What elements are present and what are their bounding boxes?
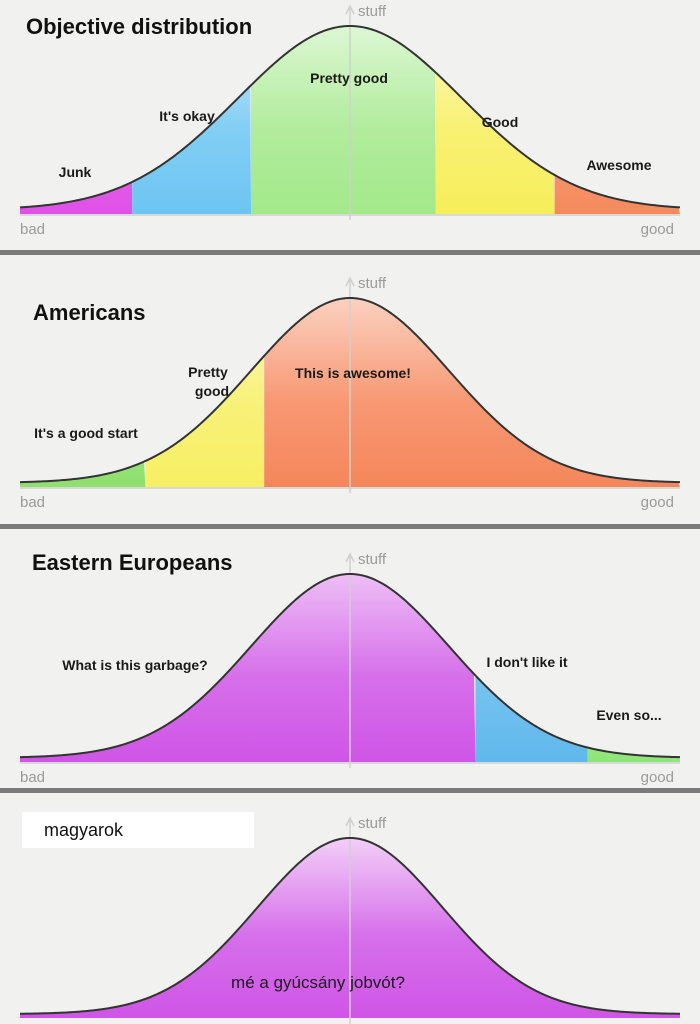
panel-3: stuff magyarok mé a gyúcsány jobvót? <box>0 788 700 1024</box>
segment-0-0 <box>20 182 133 214</box>
segment-label: Pretty good <box>188 364 229 399</box>
panel-divider <box>0 250 700 255</box>
y-axis-arrow <box>345 552 355 563</box>
title-box <box>22 812 254 848</box>
distribution-curve <box>19 836 681 1015</box>
x-axis-right-label: good <box>641 221 674 238</box>
segment-1-2 <box>264 298 680 487</box>
segment-0-4 <box>554 175 680 214</box>
panel-title: magyarok <box>44 820 124 840</box>
panel-1: stuff bad good Americans It's a good start Pr… <box>0 250 700 511</box>
panel-divider <box>0 524 700 529</box>
segment-2-2 <box>587 747 680 762</box>
x-axis-right-label: good <box>641 494 674 511</box>
segment-2-1 <box>475 675 588 762</box>
segment-0-1 <box>132 86 251 214</box>
panel-0: stuff bad good Objective distribution Junk It… <box>19 3 681 238</box>
distribution-curve <box>19 572 681 759</box>
segment-0-3 <box>435 72 555 214</box>
segment-label: Junk <box>59 164 92 180</box>
distribution-curve <box>19 24 681 209</box>
segment-0-2 <box>251 26 436 215</box>
y-axis-label: stuff <box>358 3 387 20</box>
y-axis-label: stuff <box>358 551 387 568</box>
panel-divider <box>0 788 700 793</box>
panel-2: stuff bad good Eastern Europeans What is thi… <box>0 524 700 786</box>
segment-label: Good <box>482 114 519 130</box>
segment-label: I don't like it <box>486 654 567 670</box>
panel-title: Objective distribution <box>26 14 252 39</box>
y-axis-arrow <box>345 276 355 287</box>
x-axis-left-label: bad <box>20 769 45 786</box>
panel-caption: mé a gyúcsány jobvót? <box>231 973 405 992</box>
segment-2-0 <box>20 574 476 762</box>
distribution-curve <box>19 296 681 484</box>
segment-label: Awesome <box>586 157 651 173</box>
x-axis-left-label: bad <box>20 221 45 238</box>
panel-title: Americans <box>33 300 146 325</box>
x-axis-right-label: good <box>641 769 674 786</box>
segment-label: Pretty good <box>310 70 388 86</box>
y-axis-label: stuff <box>358 275 387 292</box>
segment-label: Even so... <box>596 707 661 723</box>
y-axis-arrow <box>345 816 355 827</box>
y-axis-arrow <box>345 4 355 15</box>
segment-label: It's a good start <box>34 425 138 441</box>
segment-label: This is awesome! <box>295 365 411 381</box>
panel-title: Eastern Europeans <box>32 550 233 575</box>
x-axis-left-label: bad <box>20 494 45 511</box>
segment-label: What is this garbage? <box>62 657 207 673</box>
segment-1-0 <box>20 461 146 487</box>
y-axis-label: stuff <box>358 815 387 832</box>
segment-label: It's okay <box>159 108 215 124</box>
